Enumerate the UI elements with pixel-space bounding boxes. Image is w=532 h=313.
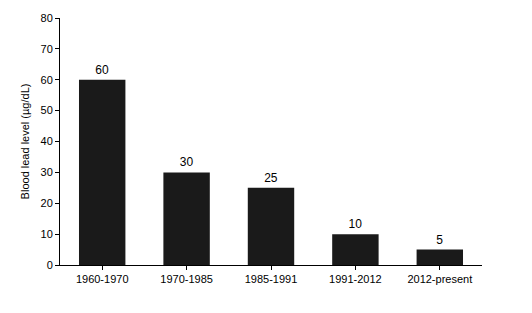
svg-text:30: 30 <box>180 155 194 169</box>
svg-text:80: 80 <box>41 12 53 24</box>
svg-text:50: 50 <box>41 104 53 116</box>
svg-text:1991-2012: 1991-2012 <box>329 273 382 285</box>
svg-text:10: 10 <box>349 217 363 231</box>
svg-text:30: 30 <box>41 166 53 178</box>
svg-text:5: 5 <box>436 233 443 247</box>
svg-text:10: 10 <box>41 228 53 240</box>
svg-text:25: 25 <box>264 171 278 185</box>
svg-text:1970-1985: 1970-1985 <box>160 273 213 285</box>
svg-text:60: 60 <box>41 74 53 86</box>
svg-text:2012-present: 2012-present <box>407 273 472 285</box>
svg-text:0: 0 <box>47 259 53 271</box>
svg-text:1985-1991: 1985-1991 <box>245 273 298 285</box>
svg-text:20: 20 <box>41 197 53 209</box>
svg-text:60: 60 <box>95 63 109 77</box>
svg-text:1960-1970: 1960-1970 <box>76 273 129 285</box>
svg-text:Blood lead level (µg/dL): Blood lead level (µg/dL) <box>19 84 31 200</box>
svg-text:70: 70 <box>41 43 53 55</box>
svg-text:40: 40 <box>41 135 53 147</box>
